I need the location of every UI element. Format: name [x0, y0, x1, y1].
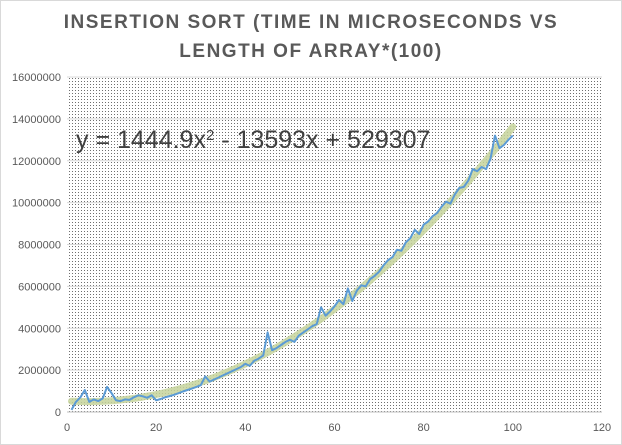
equation-exponent: 2 [206, 127, 214, 144]
chart-title: INSERTION SORT (TIME IN MICROSECONDS VS … [0, 8, 622, 66]
tick-labels: 0 2000000 4000000 6000000 8000000 10000000 120… [12, 72, 611, 434]
series-line [70, 134, 514, 411]
equation-rest: - 13593x + 529307 [214, 126, 430, 154]
y-tick-label: 0 [55, 407, 61, 419]
data-series [70, 134, 514, 411]
y-tick-label: 16000000 [12, 72, 61, 84]
chart-title-line-1: INSERTION SORT (TIME IN MICROSECONDS VS [63, 12, 559, 33]
y-tick-label: 12000000 [12, 156, 61, 168]
x-tick-label: 80 [418, 422, 430, 434]
y-tick-label: 4000000 [18, 323, 61, 335]
y-tick-label: 14000000 [12, 114, 61, 126]
x-tick-label: 100 [504, 422, 522, 434]
equation-main: y = 1444.9x [76, 126, 206, 154]
x-tick-label: 120 [593, 422, 611, 434]
y-tick-label: 10000000 [12, 198, 61, 210]
x-tick-label: 20 [150, 422, 162, 434]
trendline-equation: y = 1444.9x2 - 13593x + 529307 [76, 126, 430, 154]
chart-title-line-2: LENGTH OF ARRAY*(100) [179, 41, 443, 62]
gridlines [67, 76, 602, 371]
x-tick-label: 60 [328, 422, 340, 434]
x-tick-label: 40 [239, 422, 251, 434]
x-tick-label: 0 [64, 422, 70, 434]
y-tick-label: 2000000 [18, 365, 61, 377]
y-tick-label: 8000000 [18, 240, 61, 252]
y-tick-label: 6000000 [18, 281, 61, 293]
